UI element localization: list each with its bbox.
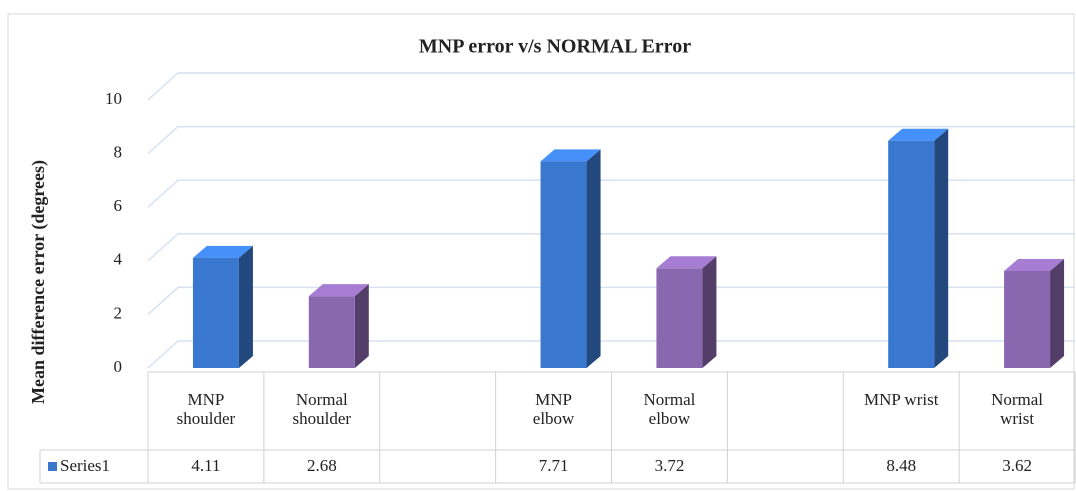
category-cell: Normal elbow xyxy=(643,390,696,428)
grid-line xyxy=(147,340,1075,369)
y-tick-label: 4 xyxy=(114,250,123,269)
table-value: 3.62 xyxy=(1002,456,1032,475)
bar-top xyxy=(308,284,369,297)
x-tick-label: Normal wrist xyxy=(991,390,1044,428)
x-tick-label: Normal elbow xyxy=(643,390,696,428)
x-tick-label: MNP elbow xyxy=(532,390,575,428)
grid-line xyxy=(147,179,1075,208)
y-tick-label: 8 xyxy=(114,143,123,162)
bar-side xyxy=(354,284,369,368)
bar-top xyxy=(888,128,949,141)
bar-top xyxy=(1004,258,1065,271)
bar-side xyxy=(702,256,717,368)
bar-side xyxy=(934,128,949,368)
bar xyxy=(888,140,935,368)
legend-label: Series1 xyxy=(60,456,110,475)
bar xyxy=(540,161,587,368)
table-value: 7.71 xyxy=(539,456,569,475)
legend-key xyxy=(48,462,57,471)
bar xyxy=(308,296,355,368)
y-tick-label: 0 xyxy=(114,357,123,376)
x-tick-label: MNP wrist xyxy=(863,390,939,409)
bar-side xyxy=(1050,258,1065,368)
table-value: 2.68 xyxy=(307,456,337,475)
table-value: 3.72 xyxy=(655,456,685,475)
category-cell: MNP wrist xyxy=(863,390,939,409)
table-value: 4.11 xyxy=(191,456,220,475)
chart-title: MNP error v/s NORMAL Error xyxy=(419,36,691,58)
y-axis-label: Mean difference error (degrees) xyxy=(28,160,49,404)
bar xyxy=(192,257,239,368)
bar-top xyxy=(540,149,601,162)
grid-line xyxy=(147,233,1075,262)
bar-side xyxy=(586,149,601,368)
bar-top xyxy=(656,256,717,269)
y-tick-label: 10 xyxy=(105,89,122,108)
y-tick-label: 2 xyxy=(114,303,123,322)
category-cell: MNP shoulder xyxy=(176,390,236,428)
category-cell: Normal shoulder xyxy=(292,390,352,428)
y-tick-label: 6 xyxy=(114,196,123,215)
x-tick-label: MNP shoulder xyxy=(176,390,236,428)
grid-line xyxy=(147,72,1075,101)
bar xyxy=(1004,270,1051,368)
x-tick-label: Normal shoulder xyxy=(292,390,352,428)
category-cell: Normal wrist xyxy=(991,390,1044,428)
bar xyxy=(656,268,703,368)
grid-line xyxy=(147,286,1075,315)
category-cell: MNP elbow xyxy=(532,390,575,428)
bar-top xyxy=(192,245,253,258)
grid-line xyxy=(147,125,1075,155)
bar-side xyxy=(238,245,253,368)
table-value: 8.48 xyxy=(886,456,916,475)
